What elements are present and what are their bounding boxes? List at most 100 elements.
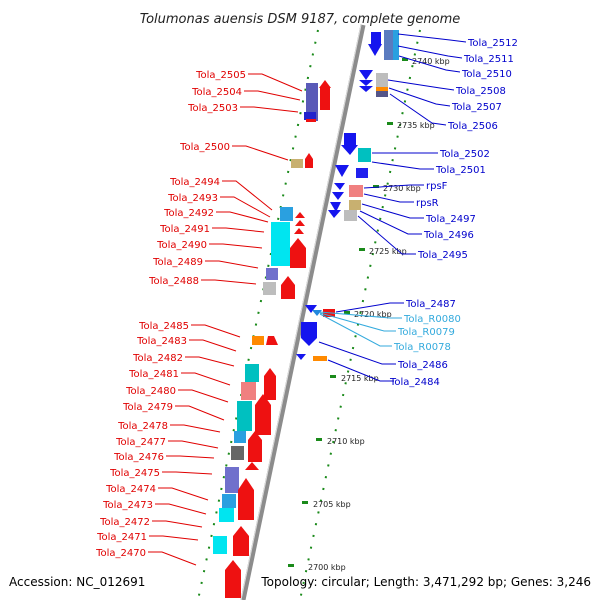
gene-block <box>356 168 368 178</box>
right-gene-labels: Tola_2512 Tola_2511 Tola_2510 Tola_2508 … <box>389 38 518 388</box>
gene-label: Tola_2484 <box>389 377 440 388</box>
gene-block <box>313 356 327 361</box>
gene-arrow <box>264 368 276 376</box>
gene-block <box>233 536 249 556</box>
gene-arrow <box>312 310 322 316</box>
genome-axis-highlight <box>240 24 362 600</box>
gene-label: Tola_2496 <box>423 230 474 241</box>
gene-label: Tola_2510 <box>461 69 512 80</box>
gene-label: Tola_2502 <box>439 149 490 160</box>
gene-arrow <box>359 80 373 86</box>
gene-block <box>238 490 254 520</box>
gene-arrow <box>225 560 241 570</box>
gene-label: Tola_2492 <box>163 208 214 219</box>
gene-block <box>358 148 371 162</box>
gene-arrow <box>328 210 341 218</box>
tick-label: 2715 kbp <box>341 374 379 383</box>
gene-arrow <box>281 276 295 285</box>
gene-block <box>213 536 227 554</box>
gene-block <box>281 285 295 299</box>
left-guide-line <box>197 29 319 600</box>
gene-arrow <box>301 322 317 346</box>
tick-label: 2705 kbp <box>313 500 351 509</box>
gene-arrow <box>233 526 249 536</box>
gene-arrow <box>319 80 331 88</box>
gene-block <box>306 119 316 122</box>
right-callout-lines <box>318 33 467 382</box>
gene-block <box>225 570 241 598</box>
tick-label: 2725 kbp <box>369 247 407 256</box>
gene-arrow <box>332 192 344 200</box>
gene-block <box>234 431 246 443</box>
gene-label: Tola_2493 <box>167 193 218 204</box>
gene-label: Tola_2488 <box>148 276 199 287</box>
tick-label: 2740 kbp <box>412 57 450 66</box>
gene-block <box>252 336 264 345</box>
gene-block <box>376 73 388 87</box>
gene-label: Tola_2505 <box>195 70 246 81</box>
gene-arrow <box>359 86 373 92</box>
gene-block <box>305 159 313 168</box>
gene-arrow <box>248 431 262 440</box>
gene-arrow <box>295 220 305 226</box>
gene-label: Tola_2491 <box>159 224 210 235</box>
gene-block <box>291 159 303 168</box>
rna-label: Tola_R0079 <box>397 327 455 338</box>
tick-label: 2735 kbp <box>397 121 435 130</box>
gene-arrow <box>305 305 317 313</box>
left-gene-labels: Tola_2505 Tola_2504 Tola_2503 Tola_2500 … <box>95 70 246 559</box>
accession-text: Accession: NC_012691 <box>9 575 145 589</box>
gene-label: Tola_2473 <box>102 500 153 511</box>
gene-label: Tola_2475 <box>109 468 160 479</box>
gene-block <box>376 91 388 97</box>
gene-label: Tola_2503 <box>187 103 238 114</box>
gene-block <box>248 440 262 462</box>
gene-block <box>263 282 276 295</box>
gene-block <box>237 401 252 431</box>
gene-block <box>225 467 239 493</box>
gene-label: Tola_2487 <box>405 299 456 310</box>
gene-block <box>245 364 259 382</box>
gene-block <box>344 210 357 221</box>
gene-arrow <box>330 202 341 212</box>
gene-label: Tola_2477 <box>115 437 166 448</box>
gene-label: Tola_2471 <box>96 532 147 543</box>
rna-label: Tola_R0078 <box>393 342 451 353</box>
gene-arrow <box>296 354 306 360</box>
gene-arrow <box>341 145 358 155</box>
gene-block <box>344 133 356 145</box>
gene-arrow <box>266 336 278 345</box>
gene-block <box>393 30 399 60</box>
gene-block <box>290 248 306 268</box>
rna-callout-lines <box>319 311 402 347</box>
gene-arrow <box>294 228 304 234</box>
gene-label: Tola_2512 <box>467 38 518 49</box>
gene-label: Tola_2506 <box>447 121 498 132</box>
gene-block <box>349 191 363 197</box>
gene-block <box>306 83 318 121</box>
gene-label: rpsR <box>416 198 439 209</box>
gene-arrow <box>295 212 305 218</box>
gene-arrow <box>305 153 313 159</box>
tick-label: 2720 kbp <box>354 310 392 319</box>
gene-arrow <box>368 44 382 56</box>
gene-block <box>222 494 236 508</box>
gene-label: Tola_2485 <box>138 321 189 332</box>
gene-arrow <box>238 478 254 490</box>
gene-block <box>231 446 244 460</box>
gene-block <box>280 207 293 221</box>
gene-label: Tola_2482 <box>132 353 183 364</box>
gene-label: Tola_2480 <box>125 386 176 397</box>
gene-block <box>320 88 330 110</box>
gene-label: Tola_2500 <box>179 142 230 153</box>
gene-label: Tola_2470 <box>95 548 146 559</box>
left-callout-lines <box>148 73 303 566</box>
gene-arrow <box>334 183 345 190</box>
gene-label: Tola_2508 <box>455 86 506 97</box>
gene-label: Tola_2511 <box>463 54 514 65</box>
gene-label: Tola_2481 <box>128 369 179 380</box>
tick-label: 2730 kbp <box>383 184 421 193</box>
left-strand-features <box>213 80 331 598</box>
